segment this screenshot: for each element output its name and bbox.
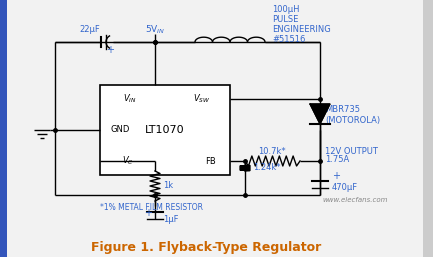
Text: $V_{IN}$: $V_{IN}$ (123, 93, 137, 105)
Text: #51516: #51516 (272, 35, 305, 44)
Text: 12V OUTPUT: 12V OUTPUT (325, 146, 378, 155)
Text: GND: GND (110, 125, 130, 134)
Text: 22μF: 22μF (80, 25, 100, 34)
Text: *1% METAL FILM RESISTOR: *1% METAL FILM RESISTOR (100, 203, 203, 212)
Text: 1μF: 1μF (163, 215, 178, 224)
Text: FB: FB (205, 157, 215, 166)
Text: LT1070: LT1070 (145, 125, 185, 135)
Text: MBR735: MBR735 (325, 106, 360, 115)
Text: 5V$_{IN}$: 5V$_{IN}$ (145, 24, 165, 36)
Bar (423, 0, 433, 257)
Text: (MOTOROLA): (MOTOROLA) (325, 115, 380, 124)
Text: Figure 1. Flyback-Type Regulator: Figure 1. Flyback-Type Regulator (91, 241, 321, 253)
Text: 1.24k*: 1.24k* (253, 163, 281, 172)
Text: 470μF: 470μF (332, 183, 358, 192)
Text: www.elecfans.com: www.elecfans.com (322, 197, 388, 203)
Text: $V_{SW}$: $V_{SW}$ (193, 93, 211, 105)
Text: PULSE: PULSE (272, 15, 298, 24)
Text: 1.75A: 1.75A (325, 155, 349, 164)
Text: $V_C$: $V_C$ (122, 155, 134, 167)
Text: 1k: 1k (163, 181, 173, 190)
Text: 100μH: 100μH (272, 5, 300, 14)
Text: +: + (144, 208, 152, 218)
Text: +: + (332, 171, 340, 181)
Text: +: + (106, 45, 114, 55)
Polygon shape (310, 104, 330, 124)
Bar (100, 85, 230, 175)
Text: ENGINEERING: ENGINEERING (272, 25, 331, 34)
Bar (0, 0, 7, 257)
Text: 10.7k*: 10.7k* (258, 148, 286, 157)
